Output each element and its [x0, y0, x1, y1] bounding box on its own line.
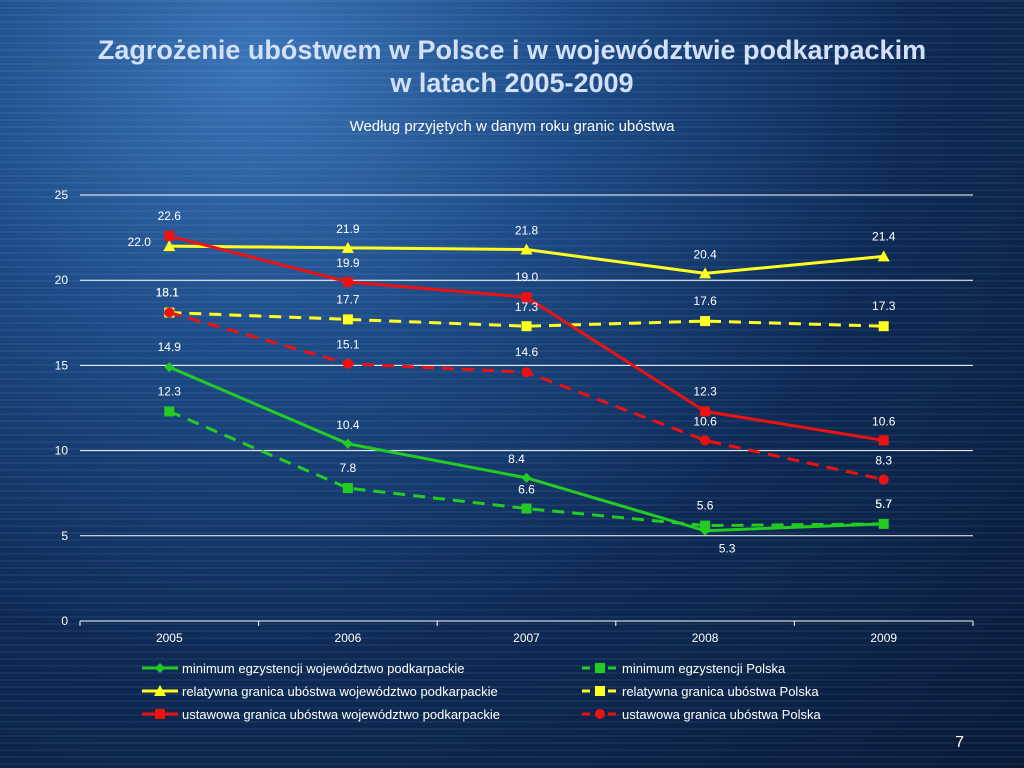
data-point: [878, 474, 889, 485]
slide-title-line2: w latach 2005-2009: [390, 68, 634, 98]
data-point: [700, 435, 711, 446]
data-label: 22.6: [158, 209, 182, 223]
legend-item: relatywna granica ubóstwa województwo po…: [140, 683, 580, 699]
data-label: 19.9: [336, 256, 360, 270]
data-point: [164, 230, 175, 241]
data-point: [878, 435, 889, 446]
data-label: 10.6: [693, 414, 717, 428]
legend-swatch: [142, 685, 178, 696]
data-point: [164, 362, 175, 373]
data-label: 12.3: [158, 384, 182, 398]
x-tick-label: 2009: [870, 631, 897, 645]
legend-swatch: [582, 663, 618, 673]
data-label: 12.3: [693, 384, 717, 398]
x-tick-label: 2008: [692, 631, 719, 645]
data-label: 19.0: [515, 270, 539, 284]
data-label: 14.9: [158, 340, 182, 354]
legend-label: relatywna granica ubóstwa Polska: [622, 683, 819, 699]
slide-title-line1: Zagrożenie ubóstwem w Polsce i w wojewód…: [97, 35, 927, 65]
data-label: 21.8: [515, 224, 539, 238]
page-number: 7: [955, 734, 964, 751]
data-label: 15.1: [336, 338, 360, 352]
legend-item: ustawowa granica ubóstwa województwo pod…: [140, 706, 580, 722]
data-label: 17.3: [872, 299, 896, 313]
chart-subtitle: Według przyjętych w danym roku granic ub…: [349, 118, 675, 135]
data-point: [521, 472, 532, 483]
y-tick-label: 20: [55, 273, 69, 287]
data-point: [164, 406, 175, 417]
data-label: 21.9: [336, 222, 360, 236]
data-label: 8.3: [875, 454, 892, 468]
series-line: [168, 410, 884, 528]
legend-swatch: [142, 709, 178, 719]
y-tick-label: 25: [55, 188, 69, 202]
data-point: [700, 525, 711, 536]
legend-swatch: [142, 663, 178, 673]
data-label: 5.7: [875, 497, 892, 511]
legend-label: relatywna granica ubóstwa województwo po…: [182, 683, 498, 699]
data-point: [878, 518, 889, 529]
data-point: [700, 520, 711, 531]
data-label: 17.3: [515, 300, 539, 314]
legend-swatch: [582, 686, 618, 696]
legend-label: ustawowa granica ubóstwa województwo pod…: [182, 706, 500, 722]
y-tick-label: 10: [55, 444, 69, 458]
data-point: [342, 314, 353, 325]
data-point: [521, 321, 532, 332]
data-label: 21.4: [872, 229, 896, 243]
data-point: [700, 316, 711, 327]
data-point: [877, 250, 890, 262]
data-label: 18.1: [156, 286, 180, 300]
legend-item: ustawowa granica ubóstwa Polska: [580, 706, 980, 722]
y-tick-label: 0: [61, 614, 68, 628]
data-label: 10.6: [872, 414, 896, 428]
y-tick-label: 5: [61, 529, 68, 543]
data-point: [342, 438, 353, 449]
data-point: [163, 240, 176, 252]
data-label: 22.0: [128, 235, 152, 249]
data-label: 5.7: [875, 497, 892, 511]
x-tick-label: 2006: [335, 631, 362, 645]
slide-title: Zagrożenie ubóstwem w Polsce i w wojewód…: [0, 34, 1024, 100]
legend-swatch: [582, 709, 618, 719]
data-label: 8.4: [508, 452, 525, 466]
data-label: 6.6: [518, 483, 535, 497]
data-point: [521, 503, 532, 514]
data-label: 10.4: [336, 418, 360, 432]
data-point: [342, 276, 353, 287]
y-tick-label: 15: [55, 358, 69, 372]
data-point: [342, 483, 353, 494]
data-label: 5.3: [719, 542, 736, 556]
data-point: [164, 307, 175, 318]
data-point: [521, 292, 532, 303]
data-label: 18.1: [156, 286, 180, 300]
series-line: [168, 311, 885, 482]
x-tick-label: 2005: [156, 631, 183, 645]
data-point: [341, 241, 354, 253]
data-label: 7.8: [340, 461, 357, 475]
data-label: 5.6: [697, 499, 714, 513]
data-point: [520, 243, 533, 255]
legend-item: relatywna granica ubóstwa Polska: [580, 683, 980, 699]
legend-item: minimum egzystencji Polska: [580, 660, 980, 676]
data-point: [699, 267, 712, 279]
data-point: [521, 367, 532, 378]
data-label: 14.6: [515, 345, 539, 359]
legend-item: minimum egzystencji województwo podkarpa…: [140, 660, 580, 676]
data-label: 20.4: [693, 247, 717, 261]
data-point: [342, 358, 353, 369]
legend-label: minimum egzystencji Polska: [622, 660, 786, 676]
data-point: [878, 321, 889, 332]
legend-label: minimum egzystencji województwo podkarpa…: [182, 660, 465, 676]
data-label: 17.7: [336, 292, 360, 306]
data-label: 17.6: [693, 294, 717, 308]
data-point: [700, 406, 711, 417]
x-tick-label: 2007: [513, 631, 540, 645]
legend-label: ustawowa granica ubóstwa Polska: [622, 706, 821, 722]
chart-legend: minimum egzystencji województwo podkarpa…: [140, 660, 980, 722]
